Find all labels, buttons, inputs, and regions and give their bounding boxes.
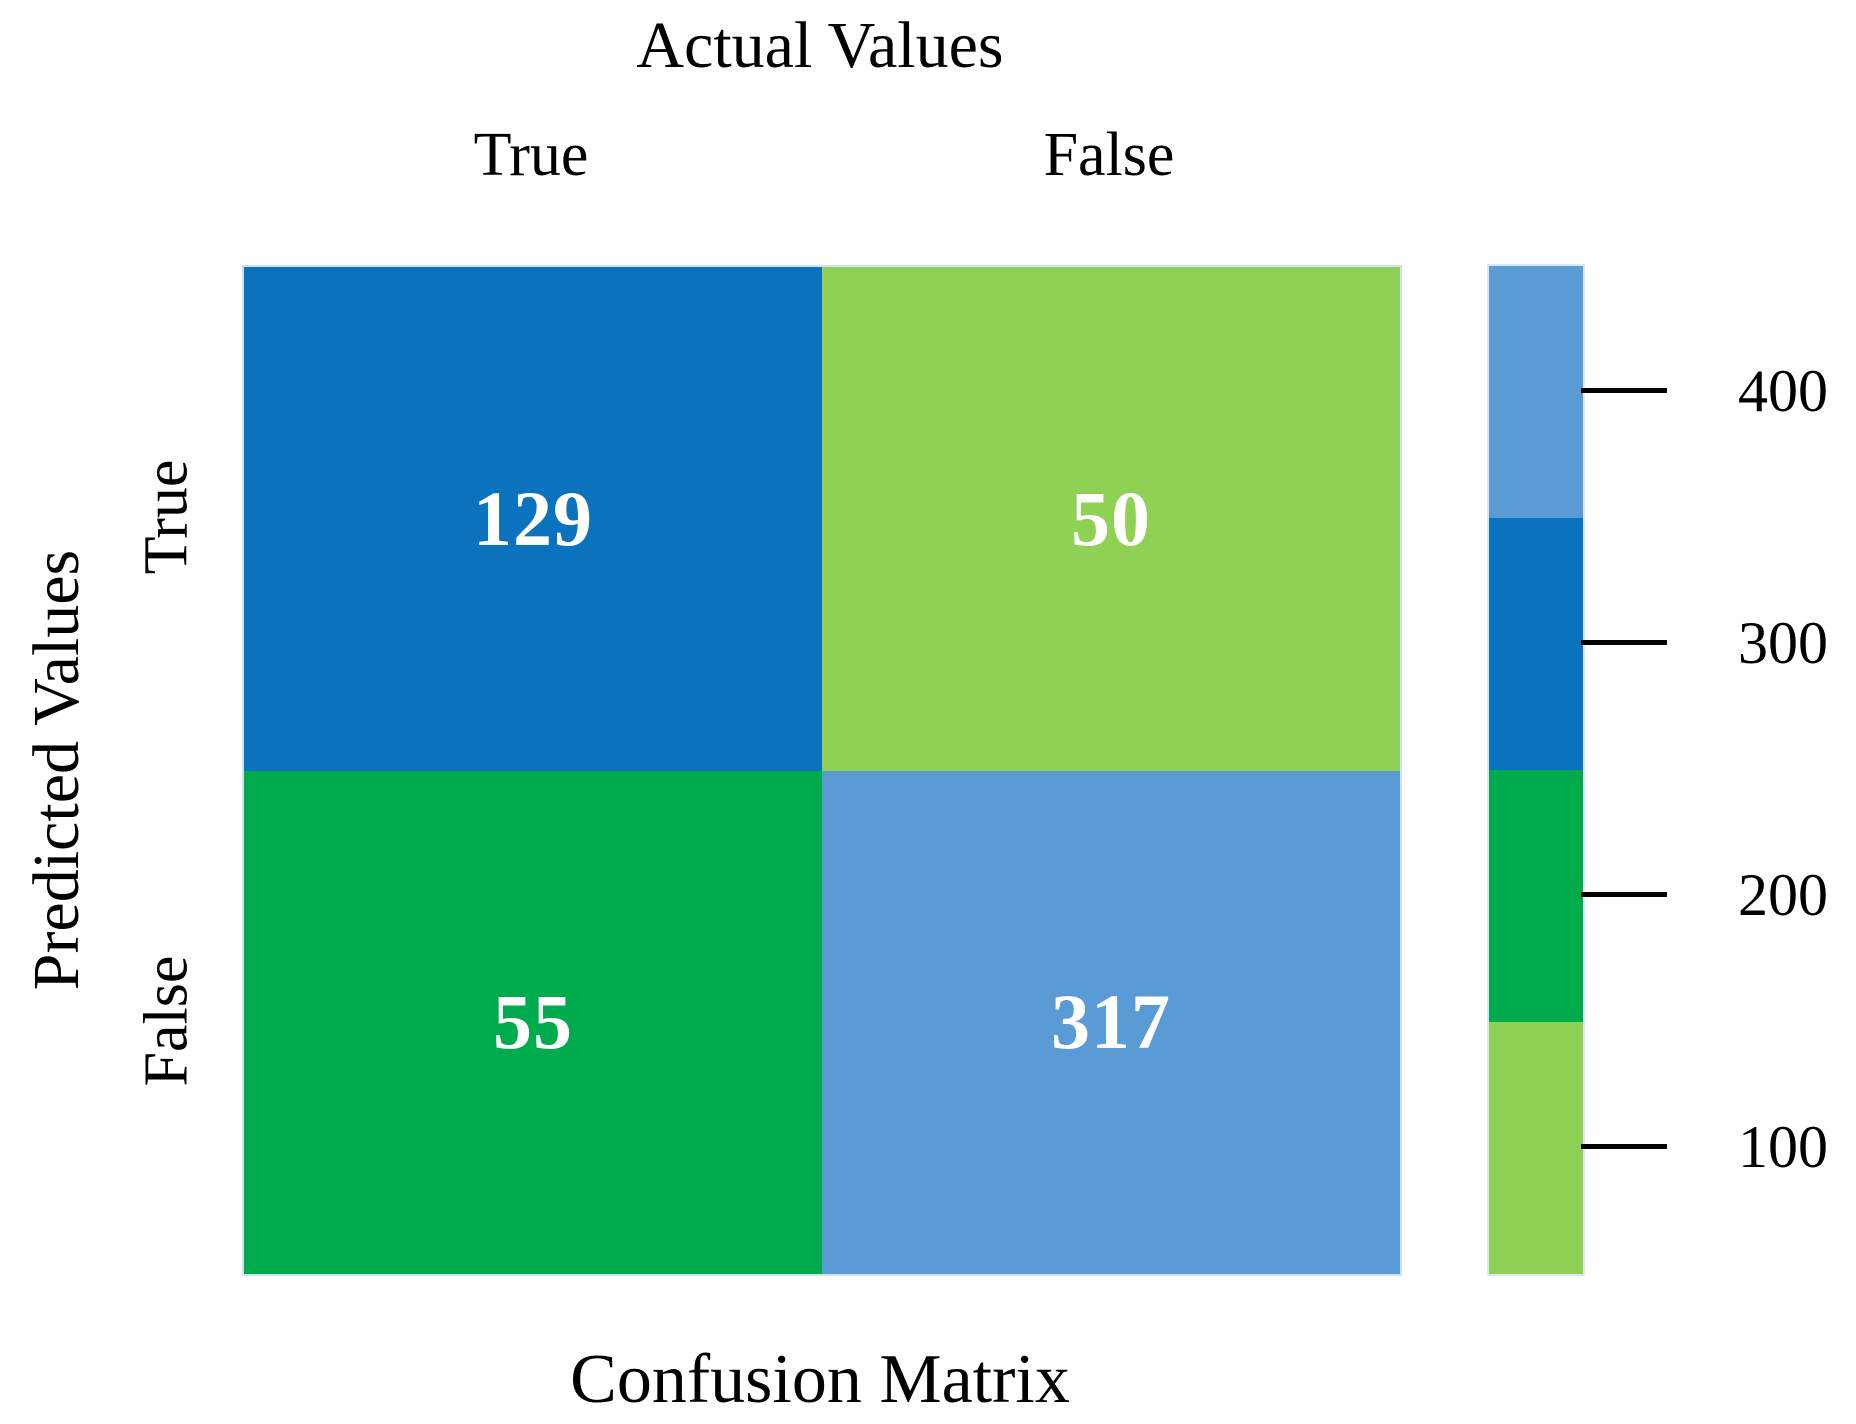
colorbar-tick-mark	[1581, 892, 1667, 897]
column-label-false: False	[1043, 121, 1175, 189]
row-label-true: True	[132, 459, 201, 575]
colorbar-tick-mark	[1581, 388, 1667, 393]
colorbar-band-250-350	[1489, 518, 1583, 770]
column-labels: True False	[242, 118, 1398, 192]
colorbar-band-50-150	[1489, 1022, 1583, 1274]
y-axis-title: Predicted Values	[20, 549, 93, 991]
column-label-true: True	[473, 121, 589, 189]
cell-false-false: 317	[822, 770, 1400, 1274]
colorbar-band-150-250	[1489, 770, 1583, 1022]
cell-value: 129	[473, 474, 593, 562]
figure-caption: Confusion Matrix	[570, 1341, 1070, 1418]
colorbar-tick-label: 200	[1738, 862, 1828, 928]
colorbar-band-350-450	[1489, 266, 1583, 518]
cell-value: 55	[493, 978, 573, 1066]
colorbar	[1487, 264, 1585, 1276]
colorbar-tick-mark	[1581, 1144, 1667, 1149]
colorbar-tick-label: 400	[1738, 358, 1828, 424]
x-axis-title: Actual Values	[636, 9, 1004, 82]
heatmap-grid: 129 50 55 317	[242, 265, 1402, 1276]
cell-true-true: 129	[244, 267, 822, 771]
cell-value: 317	[1051, 978, 1171, 1066]
cell-false-true: 55	[244, 770, 822, 1274]
colorbar-tick-label: 100	[1738, 1114, 1828, 1180]
colorbar-tick-mark	[1581, 640, 1667, 645]
cell-true-false: 50	[822, 267, 1400, 771]
cell-value: 50	[1071, 474, 1151, 562]
colorbar-tick-label: 300	[1738, 610, 1828, 676]
row-label-false: False	[132, 955, 201, 1087]
